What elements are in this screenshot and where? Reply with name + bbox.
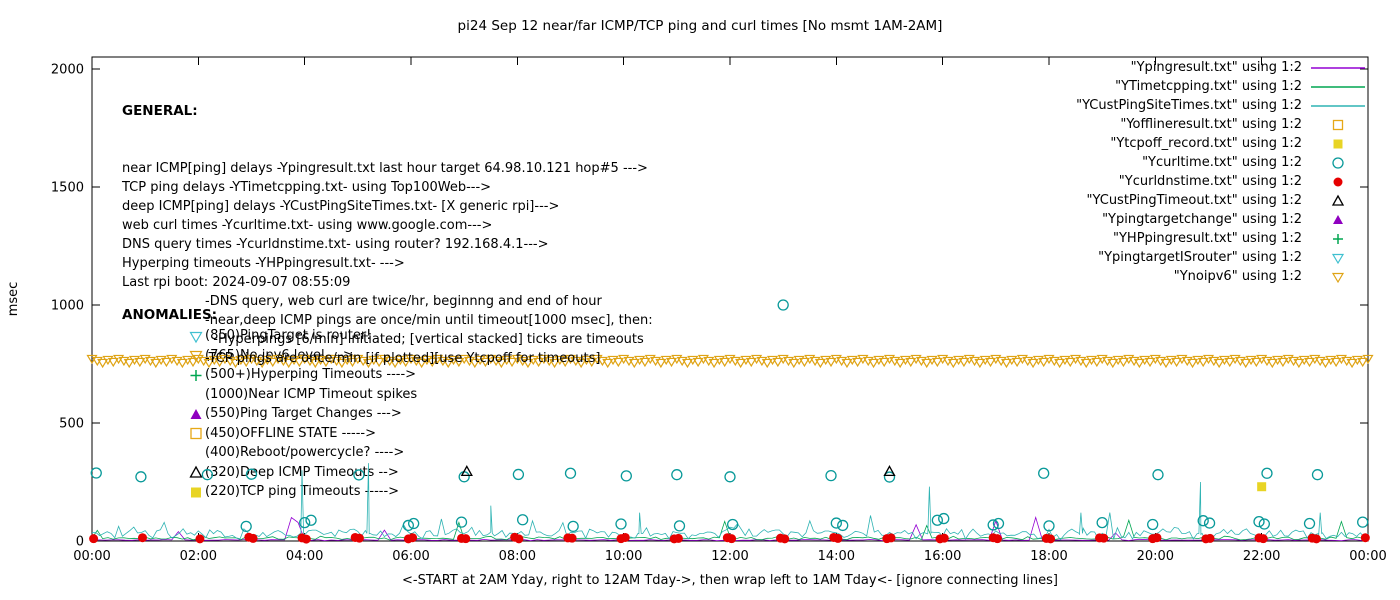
legend-item: "Yofflineresult.txt" using 1:2 — [1076, 115, 1368, 134]
legend-item: "YTimetcpping.txt" using 1:2 — [1076, 77, 1368, 96]
legend-label: "Ycurldnstime.txt" using 1:2 — [1118, 174, 1302, 189]
general-line: deep ICMP[ping] delays -YCustPingSiteTim… — [122, 199, 560, 214]
legend-item: "YCustPingTimeout.txt" using 1:2 — [1076, 191, 1368, 210]
anomaly-marker-none — [188, 445, 205, 461]
general-notes-block: GENERAL: near ICMP[ping] delays -Ypingre… — [122, 64, 653, 406]
legend-label: "YHPpingresult.txt" using 1:2 — [1113, 231, 1302, 246]
legend-label: "Ycurltime.txt" using 1:2 — [1142, 155, 1302, 170]
x-tick-label: 20:00 — [1137, 549, 1174, 564]
legend-label: "YCustPingTimeout.txt" using 1:2 — [1086, 193, 1302, 208]
legend-label: "Ytcpoff_record.txt" using 1:2 — [1110, 136, 1302, 151]
anomaly-row: (550)Ping Target Changes ---> — [188, 404, 417, 424]
anomaly-label: (400)Reboot/powercycle? ----> — [205, 445, 405, 461]
anomaly-row: (320)Deep ICMP Timeouts --> — [188, 463, 417, 483]
legend-label: "Ypingresult.txt" using 1:2 — [1130, 60, 1302, 75]
general-heading: GENERAL: — [122, 103, 198, 119]
x-tick-label: 16:00 — [924, 549, 961, 564]
legend-marker-square-open-icon — [1332, 119, 1344, 130]
legend-marker-line-icon — [1311, 66, 1365, 69]
general-lines: near ICMP[ping] delays -Ypingresult.txt … — [122, 159, 653, 368]
legend-item: "Ypingtargetchange" using 1:2 — [1076, 210, 1368, 229]
legend-item: "YHPpingresult.txt" using 1:2 — [1076, 229, 1368, 248]
general-line: TCP ping delays -YTimetcpping.txt- using… — [122, 180, 492, 195]
legend-item: "Ycurldnstime.txt" using 1:2 — [1076, 172, 1368, 191]
legend-item: "YCustPingSiteTimes.txt" using 1:2 — [1076, 96, 1368, 115]
general-note-line: -Hyperpings [6/min] initiated; [vertical… — [205, 332, 644, 347]
legend-marker-line-icon — [1311, 104, 1365, 107]
y-tick-label: 500 — [59, 417, 84, 432]
chart-title: pi24 Sep 12 near/far ICMP/TCP ping and c… — [457, 18, 943, 34]
x-tick-label: 08:00 — [499, 549, 536, 564]
anomaly-label: (320)Deep ICMP Timeouts --> — [205, 464, 399, 480]
general-line: Last rpi boot: 2024-09-07 08:55:09 — [122, 275, 351, 290]
legend-marker-triangle-up-open-icon — [1331, 194, 1345, 206]
series-Ytcpoff_record.txt — [1257, 482, 1267, 492]
x-tick-label: 18:00 — [1030, 549, 1067, 564]
y-tick-label: 1500 — [51, 181, 84, 196]
legend: "Ypingresult.txt" using 1:2 "YTimetcpping… — [1076, 58, 1368, 286]
legend-marker-triangle-up-filled-icon — [1333, 214, 1343, 224]
anomaly-row: (400)Reboot/powercycle? ----> — [188, 443, 417, 463]
legend-label: "Yofflineresult.txt" using 1:2 — [1120, 117, 1302, 132]
general-note-line: -TCP pings are once/min [if plotted][use… — [205, 351, 601, 366]
legend-label: "Ynoipv6" using 1:2 — [1173, 269, 1302, 284]
legend-marker-triangle-down-open-icon — [1331, 272, 1345, 283]
anomaly-marker-square-filled-icon — [191, 487, 201, 498]
anomaly-label: (220)TCP ping Timeouts -----> — [205, 484, 400, 500]
x-tick-label: 10:00 — [605, 549, 642, 564]
general-line: DNS query times -Ycurldnstime.txt- using… — [122, 237, 549, 252]
y-tick-label: 1000 — [51, 299, 84, 314]
series-YTimetcpping.txt — [91, 518, 1369, 541]
legend-label: "Ypingtargetchange" using 1:2 — [1102, 212, 1302, 227]
legend-marker-plus-icon — [1333, 233, 1343, 244]
legend-label: "YCustPingSiteTimes.txt" using 1:2 — [1076, 98, 1302, 113]
anomaly-marker-square-open-icon — [190, 428, 202, 440]
general-note-line: -DNS query, web curl are twice/hr, begin… — [205, 294, 602, 309]
legend-item: "Ytcpoff_record.txt" using 1:2 — [1076, 134, 1368, 153]
x-axis-label: <-START at 2AM Yday, right to 12AM Tday-… — [402, 573, 1058, 588]
series-Ypingresult.txt — [91, 515, 1369, 542]
legend-item: "Ycurltime.txt" using 1:2 — [1076, 153, 1368, 172]
legend-marker-circle-open-icon — [1332, 156, 1344, 169]
x-tick-label: 04:00 — [286, 549, 323, 564]
legend-label: "YTimetcpping.txt" using 1:2 — [1115, 79, 1302, 94]
anomaly-row: (450)OFFLINE STATE -----> — [188, 424, 417, 444]
anomaly-label: (450)OFFLINE STATE -----> — [205, 425, 376, 441]
anomaly-row: (220)TCP ping Timeouts -----> — [188, 482, 417, 502]
legend-marker-circle-filled-icon — [1333, 177, 1343, 186]
y-tick-label: 2000 — [51, 63, 84, 78]
x-tick-label: 06:00 — [392, 549, 429, 564]
x-tick-label: 12:00 — [711, 549, 748, 564]
general-line: web curl times -Ycurltime.txt- using www… — [122, 218, 493, 233]
y-tick-label: 0 — [76, 535, 84, 550]
legend-marker-triangle-down-open-icon — [1331, 253, 1345, 264]
anomaly-marker-triangle-up-open-icon — [189, 465, 203, 478]
general-line: Hyperping timeouts -YHPpingresult.txt- -… — [122, 256, 405, 271]
legend-label: "YpingtargetISrouter" using 1:2 — [1098, 250, 1302, 265]
y-axis-title: msec — [6, 282, 21, 317]
x-tick-label: 00:00 — [73, 549, 110, 564]
x-tick-label: 00:00 — [1349, 549, 1386, 564]
anomaly-label: (550)Ping Target Changes ---> — [205, 406, 402, 422]
general-note-line: -near,deep ICMP pings are once/min until… — [205, 313, 653, 328]
x-tick-label: 22:00 — [1243, 549, 1280, 564]
legend-marker-line-icon — [1311, 85, 1365, 88]
series-Ycurldnstime.txt — [89, 532, 1370, 544]
legend-marker-square-filled-icon — [1333, 139, 1343, 148]
legend-item: "Ypingresult.txt" using 1:2 — [1076, 58, 1368, 77]
general-line: near ICMP[ping] delays -Ypingresult.txt … — [122, 161, 648, 176]
x-tick-label: 14:00 — [818, 549, 855, 564]
series-YCustPingTimeout.txt — [460, 465, 896, 477]
anomaly-marker-triangle-up-filled-icon — [190, 408, 202, 419]
legend-item: "YpingtargetISrouter" using 1:2 — [1076, 248, 1368, 267]
x-tick-label: 02:00 — [180, 549, 217, 564]
legend-item: "Ynoipv6" using 1:2 — [1076, 267, 1368, 286]
